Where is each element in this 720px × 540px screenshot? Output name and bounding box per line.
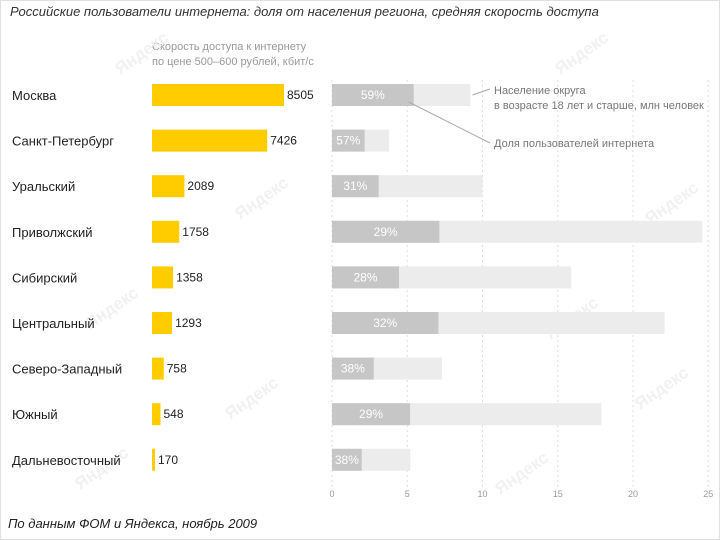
watermark-text: Яндекс <box>631 363 691 413</box>
legend-share-label: Доля пользователей интернета <box>494 138 655 150</box>
share-bar <box>332 84 414 106</box>
legend-share: Доля пользователей интернета <box>494 137 654 152</box>
category-label: Москва <box>12 88 57 103</box>
share-bar <box>332 448 362 471</box>
speed-value-label: 170 <box>158 453 178 467</box>
share-bar <box>332 403 411 426</box>
speed-bar <box>152 403 161 426</box>
share-value-label: 29% <box>359 407 383 421</box>
watermark-text: Яндекс <box>71 443 131 493</box>
chart-row: Сибирский 1358 28% <box>12 266 572 289</box>
share-value-label: 31% <box>343 179 367 193</box>
speed-bar <box>152 220 180 243</box>
category-label: Южный <box>12 407 58 422</box>
chart-row: Приволжский 1758 29% <box>12 220 703 243</box>
watermark-text: Яндекс <box>231 173 291 223</box>
share-value-label: 59% <box>361 88 385 102</box>
speed-bar <box>152 312 173 334</box>
speed-bar <box>152 129 268 152</box>
population-axis-ticks: 0 5 10 15 20 25 <box>329 489 713 499</box>
speed-bar <box>152 357 164 380</box>
share-bar <box>332 129 365 152</box>
share-value-label: 32% <box>373 316 397 330</box>
speed-header-line2: по цене 500–600 рублей, кбит/с <box>152 56 314 68</box>
speed-bar <box>152 175 185 198</box>
axis-tick-label: 20 <box>628 489 638 499</box>
share-bar <box>332 220 440 243</box>
speed-value-label: 1293 <box>175 316 202 330</box>
share-value-label: 57% <box>336 134 360 148</box>
share-bar <box>332 175 379 198</box>
axis-tick-label: 25 <box>703 489 713 499</box>
legend-leader-lines <box>408 88 491 144</box>
chart-row: Центральный 1293 32% <box>12 312 665 334</box>
category-label: Северо-Западный <box>12 362 122 377</box>
leader-line-population <box>472 88 491 96</box>
speed-bar <box>152 266 174 289</box>
watermark-text: Яндекс <box>641 178 701 228</box>
axis-tick-label: 5 <box>405 489 410 499</box>
chart-row: Северо-Западный 758 38% <box>12 357 442 380</box>
category-label: Санкт-Петербург <box>12 134 114 149</box>
category-label: Приволжский <box>12 225 93 240</box>
watermark-text: Яндекс <box>491 448 551 498</box>
speed-value-label: 2089 <box>187 179 214 193</box>
chart-row: Дальневосточный 170 38% <box>12 448 411 471</box>
share-value-label: 28% <box>353 270 377 284</box>
category-label: Центральный <box>12 316 95 331</box>
speed-value-label: 548 <box>164 407 184 421</box>
watermark-text: Яндекс <box>221 373 281 423</box>
chart-row: Южный 548 29% <box>12 403 602 426</box>
share-value-label: 29% <box>374 225 398 239</box>
watermark-text: Яндекс <box>111 28 171 78</box>
axis-tick-label: 10 <box>477 489 487 499</box>
share-bar <box>332 266 400 289</box>
category-label: Дальневосточный <box>12 453 121 468</box>
speed-value-label: 8505 <box>287 88 314 102</box>
chart-row: Санкт-Петербург 7426 57% <box>12 129 390 152</box>
watermark-text: Яндекс <box>551 28 611 78</box>
speed-bar <box>152 448 155 471</box>
legend-population-line2: в возрасте 18 лет и старше, млн человек <box>494 100 704 112</box>
speed-bar <box>152 84 284 106</box>
speed-value-label: 758 <box>167 362 187 376</box>
chart-rows: Москва 8505 59% Санкт-Петербург 7426 57% Ураль… <box>12 84 703 471</box>
legend-population-line1: Население округа <box>494 85 586 97</box>
speed-value-label: 7426 <box>270 134 297 148</box>
speed-axis-header: Скорость доступа к интернету по цене 500… <box>152 40 314 70</box>
chart-row: Москва 8505 59% <box>12 84 471 106</box>
speed-value-label: 1358 <box>176 270 203 284</box>
category-label: Уральский <box>12 179 75 194</box>
share-bar <box>332 357 374 380</box>
speed-value-label: 1758 <box>182 225 209 239</box>
share-value-label: 38% <box>341 362 365 376</box>
source-note: По данным ФОМ и Яндекса, ноябрь 2009 <box>8 516 258 531</box>
legend-population: Население округа в возрасте 18 лет и ста… <box>494 84 704 114</box>
speed-header-line1: Скорость доступа к интернету <box>152 41 307 53</box>
axis-tick-label: 15 <box>553 489 563 499</box>
category-label: Сибирский <box>12 270 77 285</box>
chart-title: Российские пользователи интернета: доля … <box>10 4 599 19</box>
leader-line-share <box>408 101 491 144</box>
chart-row: Уральский 2089 31% <box>12 175 483 198</box>
axis-tick-label: 0 <box>329 489 334 499</box>
share-bar <box>332 312 439 334</box>
share-value-label: 38% <box>335 453 359 467</box>
